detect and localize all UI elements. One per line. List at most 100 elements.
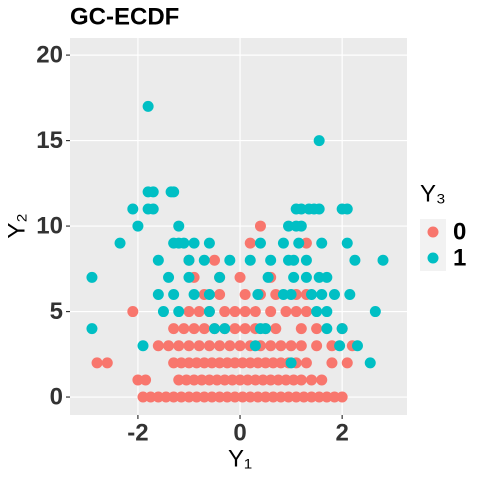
- point: [298, 391, 310, 403]
- point: [183, 391, 195, 403]
- point: [313, 135, 325, 147]
- point: [377, 254, 389, 266]
- point: [234, 340, 246, 352]
- x-tick-label: 2: [335, 419, 348, 446]
- point: [270, 323, 282, 335]
- point: [239, 288, 251, 300]
- x-tick-label: 0: [233, 419, 246, 446]
- point: [142, 100, 154, 112]
- point: [147, 186, 159, 198]
- point: [152, 288, 164, 300]
- point: [203, 306, 215, 318]
- point: [244, 237, 256, 249]
- point: [267, 391, 279, 403]
- point: [341, 203, 353, 215]
- point: [260, 357, 272, 369]
- point: [321, 391, 333, 403]
- point: [252, 288, 264, 300]
- point: [369, 306, 381, 318]
- legend-marker: [427, 226, 439, 238]
- point: [336, 323, 348, 335]
- point: [254, 220, 266, 232]
- point: [270, 288, 282, 300]
- point: [198, 323, 210, 335]
- point: [285, 340, 297, 352]
- point: [290, 306, 302, 318]
- point: [127, 306, 139, 318]
- point: [221, 357, 233, 369]
- point: [277, 237, 289, 249]
- point: [242, 374, 254, 386]
- point: [295, 323, 307, 335]
- point: [275, 340, 287, 352]
- point: [140, 374, 152, 386]
- point: [86, 323, 98, 335]
- point: [219, 374, 231, 386]
- point: [203, 288, 215, 300]
- point: [265, 254, 277, 266]
- point: [147, 203, 159, 215]
- point: [219, 323, 231, 335]
- point: [127, 203, 139, 215]
- point: [193, 340, 205, 352]
- point: [163, 340, 175, 352]
- point: [183, 254, 195, 266]
- point: [198, 391, 210, 403]
- y-tick-label: 0: [50, 383, 63, 410]
- point: [249, 306, 261, 318]
- point: [214, 340, 226, 352]
- point: [288, 254, 300, 266]
- point: [267, 357, 279, 369]
- point: [306, 391, 318, 403]
- point: [311, 340, 323, 352]
- y-tick-label: 10: [36, 212, 63, 239]
- point: [295, 203, 307, 215]
- point: [168, 288, 180, 300]
- point: [311, 306, 323, 318]
- legend-marker: [427, 252, 439, 264]
- point: [160, 391, 172, 403]
- point: [214, 357, 226, 369]
- point: [183, 306, 195, 318]
- point: [188, 237, 200, 249]
- point: [328, 391, 340, 403]
- point: [265, 374, 277, 386]
- point: [183, 357, 195, 369]
- point: [300, 254, 312, 266]
- point: [211, 374, 223, 386]
- point: [221, 391, 233, 403]
- point: [173, 374, 185, 386]
- chart-title: GC-ECDF: [70, 3, 179, 30]
- point: [257, 374, 269, 386]
- point: [244, 254, 256, 266]
- point: [214, 271, 226, 283]
- point: [86, 271, 98, 283]
- point: [198, 254, 210, 266]
- x-tick-label: -2: [127, 419, 148, 446]
- y-axis-title: Y₂: [3, 213, 30, 238]
- y-tick-label: 5: [50, 298, 63, 325]
- point: [272, 374, 284, 386]
- legend-label: 0: [453, 218, 466, 245]
- point: [283, 391, 295, 403]
- point: [328, 288, 340, 300]
- point: [196, 374, 208, 386]
- point: [316, 374, 328, 386]
- point: [265, 306, 277, 318]
- point: [206, 357, 218, 369]
- point: [163, 271, 175, 283]
- legend-label: 1: [453, 244, 466, 271]
- point: [252, 357, 264, 369]
- point: [165, 186, 177, 198]
- point: [285, 288, 297, 300]
- point: [244, 357, 256, 369]
- point: [168, 391, 180, 403]
- point: [349, 254, 361, 266]
- x-axis-title: Y₁: [228, 445, 252, 472]
- point: [285, 357, 297, 369]
- point: [237, 391, 249, 403]
- point: [173, 306, 185, 318]
- point: [173, 340, 185, 352]
- point: [237, 357, 249, 369]
- point: [214, 391, 226, 403]
